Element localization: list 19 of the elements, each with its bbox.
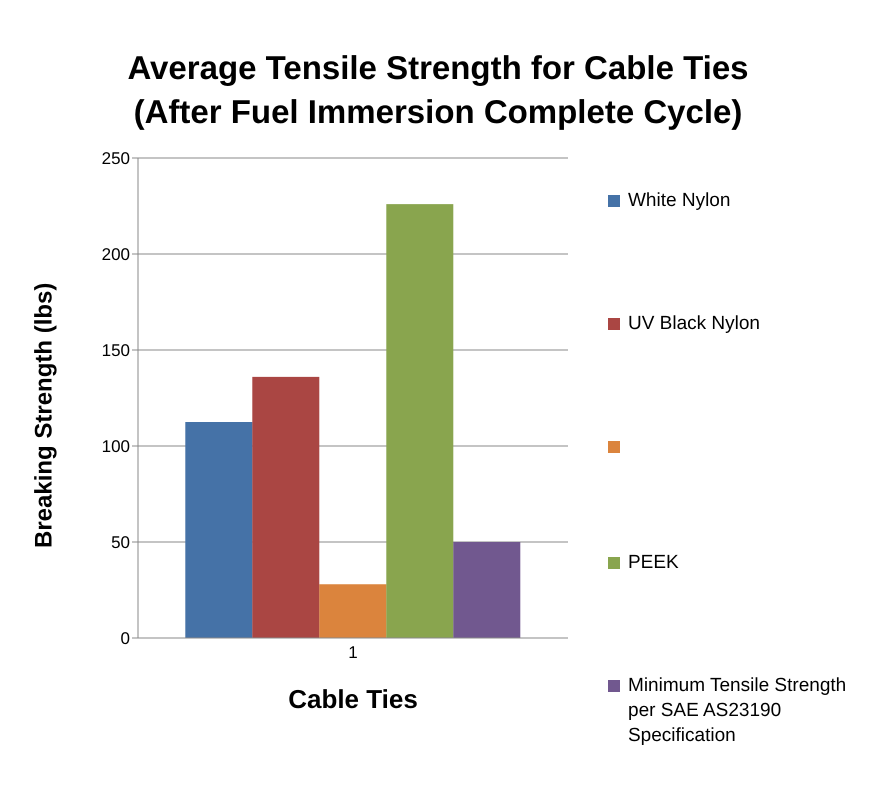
bar (453, 542, 520, 638)
y-tick-label: 150 (102, 341, 130, 360)
y-tick-label: 50 (111, 533, 130, 552)
x-axis-title: Cable Ties (288, 684, 418, 714)
legend-label: UV Black Nylon (628, 312, 760, 336)
chart-title: Average Tensile Strength for Cable Ties (After Fuel Immersion Complete Cycle) (126, 48, 750, 132)
bar (386, 204, 454, 638)
y-tick-label: 250 (102, 149, 130, 168)
bar (185, 422, 252, 638)
x-tick-label: 1 (348, 643, 358, 662)
legend-label: White Nylon (628, 189, 730, 213)
bar (252, 376, 320, 638)
legend-label: Minimum Tensile Strength per SAE AS23190 Specification (628, 674, 848, 748)
y-tick-label: 0 (120, 629, 130, 648)
y-axis-title: Breaking Strength (lbs) (30, 282, 58, 548)
bar (319, 584, 386, 638)
y-tick-label: 200 (102, 245, 130, 264)
legend-label: PEEK (628, 551, 679, 576)
y-tick-label: 100 (102, 437, 130, 456)
